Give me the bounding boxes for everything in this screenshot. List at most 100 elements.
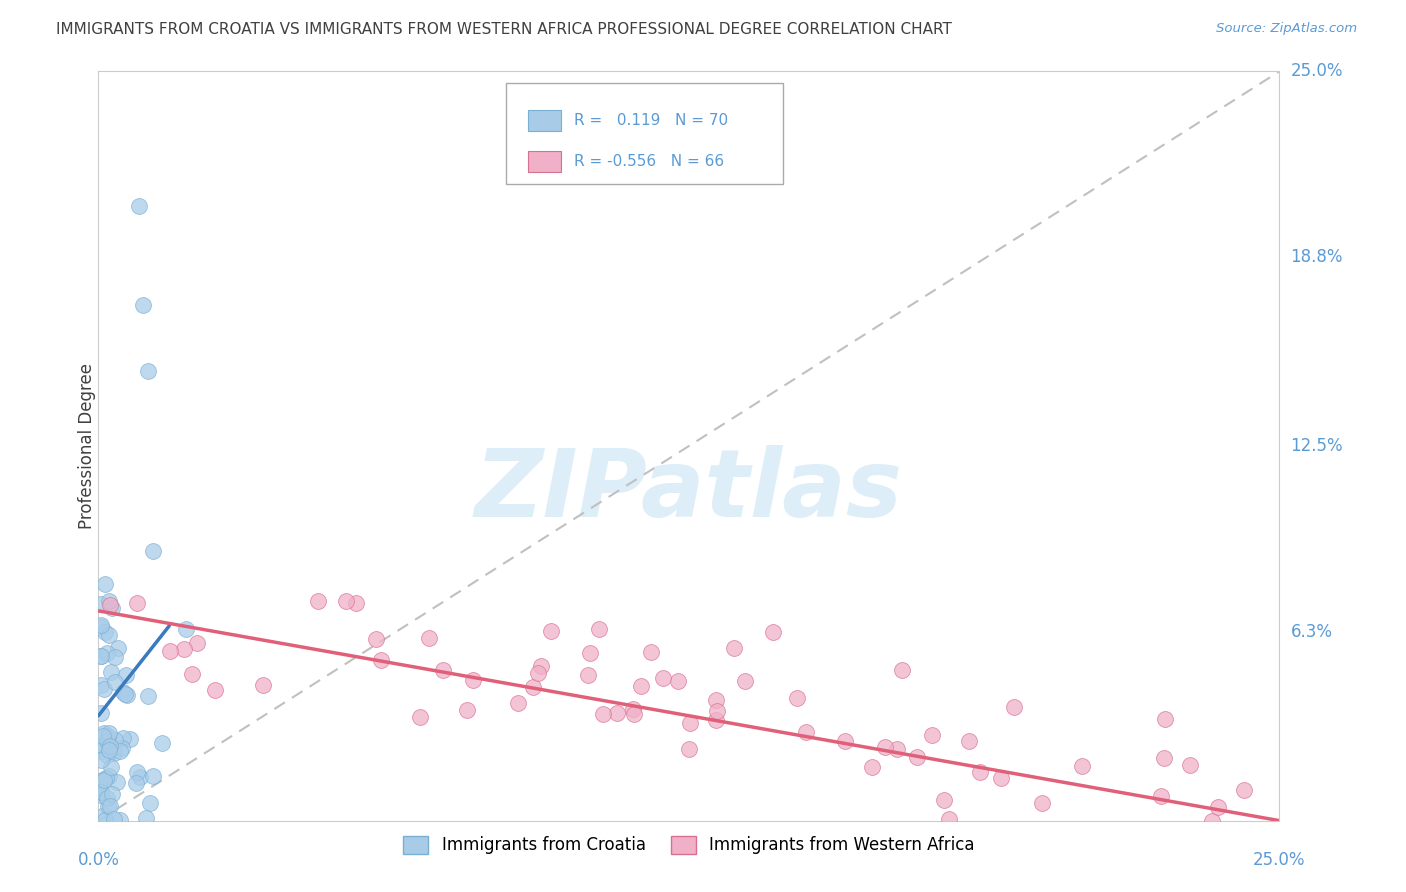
Point [96, 646, 118, 660]
Point [97, 628, 120, 642]
Point [90, 649, 112, 664]
Point [111, 685, 134, 699]
Point [621, 702, 644, 716]
Point [860, 760, 883, 774]
Point [890, 663, 912, 677]
Point [90, 618, 112, 632]
Text: ZIPatlas: ZIPatlas [475, 445, 903, 537]
Point [90, 785, 112, 799]
Point [588, 622, 610, 636]
Point [93, 726, 115, 740]
Point [93, 682, 115, 697]
Point [96, 729, 118, 743]
Text: 25.0%: 25.0% [1291, 62, 1343, 80]
Point [623, 706, 645, 721]
Point [90, 648, 112, 663]
Point [97, 799, 120, 814]
Point [115, 688, 138, 702]
Point [90, 784, 112, 798]
Point [93, 773, 115, 788]
Point [1002, 700, 1025, 714]
Text: 25.0%: 25.0% [1253, 851, 1306, 869]
Point [706, 704, 728, 718]
Point [1070, 759, 1092, 773]
Point [101, 787, 124, 801]
Point [90, 738, 112, 752]
Point [136, 689, 159, 703]
Point [921, 728, 943, 742]
Point [432, 663, 454, 677]
Point [957, 734, 980, 748]
Point [579, 646, 602, 660]
Point [90, 597, 112, 611]
Point [93, 808, 115, 822]
Point [128, 199, 150, 213]
Point [905, 749, 928, 764]
Point [576, 668, 599, 682]
Point [938, 812, 960, 826]
Point [107, 640, 129, 655]
Point [875, 740, 897, 755]
Point [409, 710, 432, 724]
Point [530, 659, 553, 673]
Point [93, 577, 115, 591]
Text: IMMIGRANTS FROM CROATIA VS IMMIGRANTS FROM WESTERN AFRICA PROFESSIONAL DEGREE CO: IMMIGRANTS FROM CROATIA VS IMMIGRANTS FR… [56, 22, 952, 37]
Point [100, 665, 122, 679]
Legend: Immigrants from Croatia, Immigrants from Western Africa: Immigrants from Croatia, Immigrants from… [396, 829, 981, 861]
Point [97, 743, 120, 757]
Point [186, 636, 208, 650]
Point [522, 680, 544, 694]
Point [124, 776, 146, 790]
Point [103, 746, 125, 760]
Point [110, 814, 132, 828]
Point [96, 790, 118, 805]
Point [142, 769, 165, 783]
Point [307, 594, 329, 608]
Point [606, 706, 628, 720]
Text: R = -0.556   N = 66: R = -0.556 N = 66 [575, 153, 724, 169]
Point [98, 799, 121, 814]
Point [1206, 800, 1229, 814]
Point [418, 631, 440, 645]
Point [630, 679, 652, 693]
Point [734, 674, 756, 689]
Point [180, 666, 202, 681]
Point [97, 594, 120, 608]
Point [90, 785, 112, 799]
Point [132, 298, 155, 312]
FancyBboxPatch shape [506, 83, 783, 184]
Point [678, 742, 700, 756]
Point [94, 814, 117, 828]
Text: Source: ZipAtlas.com: Source: ZipAtlas.com [1216, 22, 1357, 36]
Point [1031, 797, 1053, 811]
Point [794, 725, 817, 739]
Point [364, 632, 387, 646]
Point [103, 812, 125, 826]
Y-axis label: Professional Degree: Professional Degree [79, 363, 96, 529]
Point [100, 760, 122, 774]
Point [723, 641, 745, 656]
Point [111, 731, 134, 745]
Point [886, 742, 908, 756]
Point [142, 544, 165, 558]
Point [159, 644, 181, 658]
Point [98, 599, 121, 613]
Text: 6.3%: 6.3% [1291, 623, 1333, 640]
Point [136, 364, 159, 378]
Point [98, 739, 121, 753]
Text: 0.0%: 0.0% [77, 851, 120, 869]
Point [990, 771, 1012, 785]
Point [651, 671, 673, 685]
Point [129, 770, 152, 784]
Point [105, 774, 128, 789]
Point [786, 691, 808, 706]
Point [456, 703, 478, 717]
Point [370, 653, 392, 667]
Point [150, 736, 173, 750]
Point [90, 744, 112, 758]
Point [90, 678, 112, 692]
Point [90, 706, 112, 721]
Point [173, 641, 195, 656]
Point [834, 734, 856, 748]
Point [104, 675, 127, 690]
